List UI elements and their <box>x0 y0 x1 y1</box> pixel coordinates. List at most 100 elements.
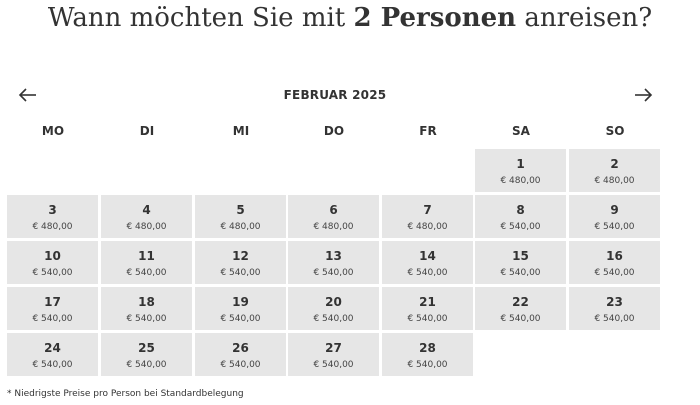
calendar-day-16[interactable]: 16 € 540,00 <box>569 241 660 284</box>
day-price: € 540,00 <box>594 314 635 324</box>
day-price: € 540,00 <box>313 314 354 324</box>
calendar-day-5[interactable]: 5 € 480,00 <box>195 195 286 238</box>
month-title: FEBRUAR 2025 <box>283 88 387 102</box>
calendar-day-10[interactable]: 10 € 540,00 <box>7 241 98 284</box>
day-price: € 540,00 <box>407 314 448 324</box>
calendar-day-19[interactable]: 19 € 540,00 <box>195 287 286 330</box>
day-price: € 540,00 <box>500 222 541 232</box>
day-number: 1 <box>516 157 525 171</box>
day-number: 26 <box>232 341 249 355</box>
day-number: 16 <box>606 249 623 263</box>
day-price: € 480,00 <box>407 222 448 232</box>
day-number: 15 <box>512 249 529 263</box>
calendar-day-2[interactable]: 2 € 480,00 <box>569 149 660 192</box>
day-number: 18 <box>138 295 155 309</box>
day-price: € 480,00 <box>126 222 167 232</box>
calendar-day-28[interactable]: 28 € 540,00 <box>382 333 473 376</box>
day-price: € 540,00 <box>32 314 73 324</box>
day-number: 21 <box>419 295 436 309</box>
day-number: 11 <box>138 249 155 263</box>
day-number: 23 <box>606 295 623 309</box>
previous-month-button[interactable] <box>17 84 39 106</box>
day-price: € 540,00 <box>126 360 167 370</box>
calendar-day-26[interactable]: 26 € 540,00 <box>195 333 286 376</box>
calendar-day-11[interactable]: 11 € 540,00 <box>101 241 192 284</box>
calendar-day-14[interactable]: 14 € 540,00 <box>382 241 473 284</box>
calendar-day-9[interactable]: 9 € 540,00 <box>569 195 660 238</box>
day-number: 20 <box>325 295 342 309</box>
day-number: 12 <box>232 249 249 263</box>
calendar-day-24[interactable]: 24 € 540,00 <box>7 333 98 376</box>
day-number: 27 <box>325 341 342 355</box>
day-number: 8 <box>516 203 525 217</box>
weekday-fr: FR <box>419 124 437 138</box>
heading-suffix: anreisen? <box>516 3 653 33</box>
day-number: 28 <box>419 341 436 355</box>
day-number: 10 <box>44 249 61 263</box>
calendar-day-21[interactable]: 21 € 540,00 <box>382 287 473 330</box>
arrow-right-icon <box>635 88 653 102</box>
day-number: 19 <box>232 295 249 309</box>
calendar-day-12[interactable]: 12 € 540,00 <box>195 241 286 284</box>
day-price: € 480,00 <box>594 176 635 186</box>
day-number: 4 <box>142 203 151 217</box>
day-number: 9 <box>610 203 619 217</box>
next-month-button[interactable] <box>632 84 654 106</box>
day-price: € 540,00 <box>126 268 167 278</box>
price-footnote: * Niedrigste Preise pro Person bei Stand… <box>7 389 244 399</box>
page-heading: Wann möchten Sie mit 2 Personen anreisen… <box>0 0 700 36</box>
calendar-day-3[interactable]: 3 € 480,00 <box>7 195 98 238</box>
arrow-left-icon <box>18 88 36 102</box>
day-price: € 540,00 <box>220 360 261 370</box>
day-number: 14 <box>419 249 436 263</box>
calendar-day-8[interactable]: 8 € 540,00 <box>475 195 566 238</box>
calendar-day-20[interactable]: 20 € 540,00 <box>288 287 379 330</box>
day-price: € 540,00 <box>407 268 448 278</box>
calendar-day-22[interactable]: 22 € 540,00 <box>475 287 566 330</box>
day-price: € 480,00 <box>500 176 541 186</box>
day-price: € 540,00 <box>220 314 261 324</box>
day-number: 17 <box>44 295 61 309</box>
day-number: 24 <box>44 341 61 355</box>
calendar-day-17[interactable]: 17 € 540,00 <box>7 287 98 330</box>
day-number: 22 <box>512 295 529 309</box>
day-price: € 480,00 <box>220 222 261 232</box>
day-price: € 480,00 <box>32 222 73 232</box>
day-price: € 540,00 <box>594 222 635 232</box>
calendar-day-23[interactable]: 23 € 540,00 <box>569 287 660 330</box>
day-number: 25 <box>138 341 155 355</box>
calendar-day-6[interactable]: 6 € 480,00 <box>288 195 379 238</box>
day-price: € 540,00 <box>407 360 448 370</box>
weekday-di: DI <box>139 124 155 138</box>
day-price: € 480,00 <box>313 222 354 232</box>
day-number: 5 <box>236 203 245 217</box>
day-price: € 540,00 <box>126 314 167 324</box>
day-number: 6 <box>329 203 338 217</box>
day-price: € 540,00 <box>32 360 73 370</box>
day-price: € 540,00 <box>313 268 354 278</box>
day-price: € 540,00 <box>500 314 541 324</box>
calendar-day-1[interactable]: 1 € 480,00 <box>475 149 566 192</box>
calendar-day-15[interactable]: 15 € 540,00 <box>475 241 566 284</box>
weekday-header: MO DI MI DO FR SA SO <box>7 124 661 140</box>
calendar-day-25[interactable]: 25 € 540,00 <box>101 333 192 376</box>
calendar-day-27[interactable]: 27 € 540,00 <box>288 333 379 376</box>
calendar-day-13[interactable]: 13 € 540,00 <box>288 241 379 284</box>
calendar-day-4[interactable]: 4 € 480,00 <box>101 195 192 238</box>
weekday-mi: MI <box>232 124 250 138</box>
weekday-mo: MO <box>41 124 65 138</box>
day-price: € 540,00 <box>32 268 73 278</box>
calendar-day-7[interactable]: 7 € 480,00 <box>382 195 473 238</box>
weekday-sa: SA <box>512 124 530 138</box>
weekday-so: SO <box>605 124 625 138</box>
day-price: € 540,00 <box>500 268 541 278</box>
day-number: 3 <box>48 203 57 217</box>
heading-persons: 2 Personen <box>353 3 517 33</box>
heading-prefix: Wann möchten Sie mit <box>47 3 354 33</box>
weekday-do: DO <box>323 124 345 138</box>
calendar-day-18[interactable]: 18 € 540,00 <box>101 287 192 330</box>
day-price: € 540,00 <box>594 268 635 278</box>
day-number: 2 <box>610 157 619 171</box>
day-number: 13 <box>325 249 342 263</box>
day-price: € 540,00 <box>220 268 261 278</box>
